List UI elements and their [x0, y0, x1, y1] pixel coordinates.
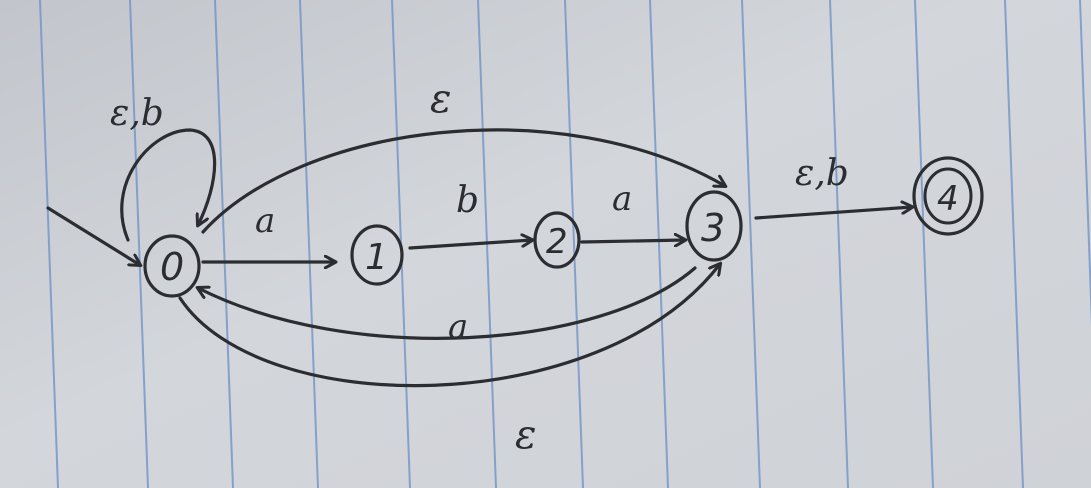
start-arrow	[46, 206, 140, 265]
state-2: 2	[533, 211, 581, 269]
edge-3-4	[754, 207, 912, 220]
edge-label-0-1: a	[255, 201, 275, 241]
edge-label-0-3-bottom: ε	[515, 412, 536, 458]
rule-line	[39, 0, 59, 488]
svg-text:4: 4	[937, 179, 959, 219]
edge-0-0-loop	[120, 128, 217, 242]
svg-text:3: 3	[701, 206, 725, 250]
edge-2-3	[580, 240, 685, 242]
rule-line	[829, 0, 849, 488]
edge-label-2-3: a	[612, 179, 632, 219]
rule-line	[214, 0, 234, 488]
edge-3-0-a	[198, 266, 697, 340]
edge-0-3-epsilon-bottom	[178, 264, 720, 388]
svg-text:1: 1	[365, 237, 388, 278]
rule-line	[649, 0, 669, 488]
svg-text:0: 0	[160, 245, 184, 289]
edge-0-3-epsilon-top	[201, 128, 725, 234]
edge-1-2	[408, 240, 532, 250]
rule-line	[1079, 0, 1091, 326]
rule-line	[564, 0, 584, 488]
state-4-accepting: 4	[912, 156, 984, 236]
edge-label-3-0: a	[448, 307, 468, 347]
rule-line	[299, 0, 319, 488]
svg-text:2: 2	[546, 222, 568, 262]
edge-label-3-4: ε,b	[795, 153, 849, 194]
rule-line	[129, 0, 149, 488]
state-3: 3	[685, 190, 743, 262]
rule-line	[741, 0, 761, 488]
rule-line	[1004, 0, 1024, 488]
edge-label-0-3-top: ε	[430, 76, 451, 122]
notebook-rule-lines	[39, 0, 1091, 488]
rule-line	[914, 0, 934, 488]
edge-label-1-2: b	[456, 180, 479, 221]
state-1: 1	[350, 224, 404, 286]
edge-label-0-0: ε,b	[110, 93, 164, 134]
state-0: 0	[143, 234, 201, 298]
